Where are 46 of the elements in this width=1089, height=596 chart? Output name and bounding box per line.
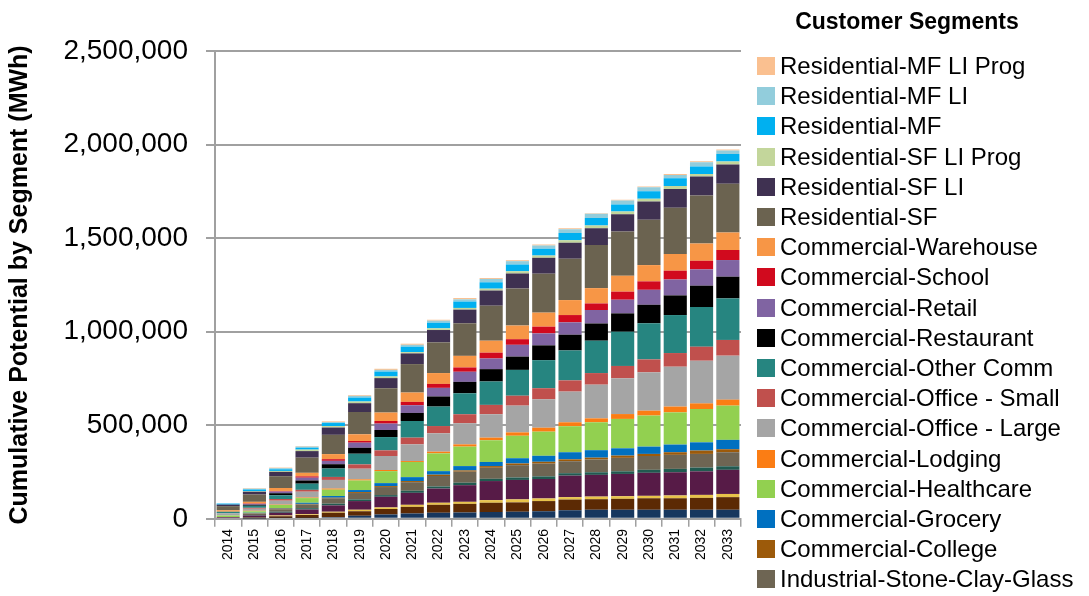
legend-label: Commercial-College bbox=[780, 535, 998, 564]
x-tick-label: 2017 bbox=[297, 528, 314, 561]
legend-label: Residential-SF bbox=[780, 203, 938, 232]
y-tick-label: 500,000 bbox=[86, 408, 188, 439]
x-tick-label: 2020 bbox=[376, 528, 393, 561]
x-tick-label: 2029 bbox=[613, 528, 630, 561]
legend-label: Residential-SF LI Prog bbox=[780, 142, 1022, 171]
x-tick-label: 2021 bbox=[403, 528, 420, 561]
y-axis-title: Cumulative Potential by Segment (MWh) bbox=[3, 45, 32, 525]
x-tick-label: 2028 bbox=[587, 528, 604, 561]
x-tick-label: 2018 bbox=[324, 528, 341, 561]
legend-label: Residential-MF LI bbox=[780, 82, 969, 111]
legend-label: Residential-MF LI Prog bbox=[780, 52, 1026, 81]
x-tick-label: 2027 bbox=[560, 528, 577, 561]
legend-label: Commercial-Warehouse bbox=[780, 233, 1038, 262]
legend-label: Commercial-Grocery bbox=[780, 504, 1002, 533]
x-tick-label: 2030 bbox=[639, 528, 656, 561]
x-tick-label: 2015 bbox=[245, 528, 262, 561]
legend-label: Commercial-Office - Large bbox=[780, 414, 1061, 443]
legend-label: Residential-MF bbox=[780, 112, 942, 141]
y-tick-label: 2,500,000 bbox=[63, 33, 188, 65]
x-tick-label: 2016 bbox=[271, 528, 288, 561]
legend-label: Industrial-Stone-Clay-Glass bbox=[780, 565, 1074, 594]
x-tick-label: 2031 bbox=[666, 528, 683, 561]
x-tick-label: 2033 bbox=[718, 528, 735, 561]
y-tick-label: 2,000,000 bbox=[63, 127, 188, 159]
legend-label: Commercial-Restaurant bbox=[780, 323, 1034, 352]
x-tick-label: 2022 bbox=[429, 528, 446, 561]
legend-title: Customer Segments bbox=[794, 7, 1020, 35]
x-tick-label: 2014 bbox=[219, 528, 236, 561]
x-tick-label: 2019 bbox=[350, 528, 367, 561]
y-tick-label: 1,500,000 bbox=[63, 220, 188, 252]
y-tick-label: 0 bbox=[172, 501, 188, 533]
legend-label: Commercial-Office - Small bbox=[780, 384, 1060, 413]
x-tick-label: 2023 bbox=[455, 528, 472, 561]
x-tick-label: 2026 bbox=[534, 528, 551, 561]
x-tick-label: 2032 bbox=[692, 528, 709, 561]
y-tick-label: 1,000,000 bbox=[63, 314, 188, 346]
legend-label: Commercial-Other Comm bbox=[780, 353, 1054, 382]
legend-label: Commercial-School bbox=[780, 263, 990, 292]
x-tick-label: 2025 bbox=[508, 528, 525, 561]
legend-label: Commercial-Lodging bbox=[780, 444, 1002, 473]
legend-label: Commercial-Healthcare bbox=[780, 474, 1033, 503]
x-tick-label: 2024 bbox=[482, 528, 499, 561]
legend-label: Residential-SF LI bbox=[780, 172, 965, 201]
legend-label: Commercial-Retail bbox=[780, 293, 978, 322]
